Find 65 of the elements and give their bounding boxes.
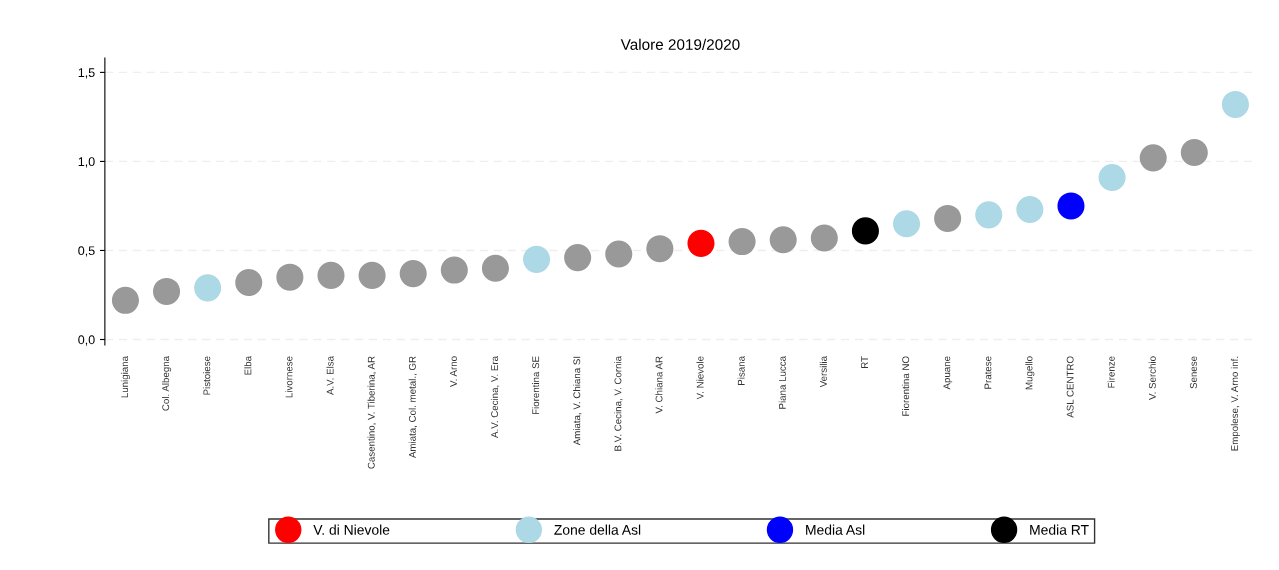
point — [934, 204, 962, 232]
point — [399, 260, 427, 288]
point — [194, 274, 222, 302]
point — [810, 224, 838, 252]
x-tick-label: Firenze — [1107, 356, 1115, 388]
point — [111, 286, 139, 314]
x-tick-label: B.V. Cecina, V. Cornia — [614, 355, 623, 451]
point — [564, 244, 592, 272]
x-tick-label: Pratese — [984, 356, 992, 389]
x-tick-label: Livornese — [285, 356, 293, 398]
x-tick-label: Fiorentina NO — [902, 356, 910, 416]
x-tick-label: V. Serchio — [1148, 356, 1156, 400]
legend-label: Media RT — [1030, 524, 1089, 535]
point — [358, 261, 386, 289]
y-tick-label: 1,0 — [78, 157, 95, 168]
point — [276, 263, 304, 291]
point — [481, 254, 509, 282]
x-tick-label: Piana Lucca — [778, 355, 786, 409]
point — [646, 235, 674, 263]
x-tick-label: Pistoiese — [203, 356, 211, 395]
x-tick-label: Amiata, V. Chiana SI — [573, 356, 582, 446]
point — [893, 210, 921, 238]
x-tick-label: Empolese, V. Arno inf. — [1230, 356, 1240, 451]
x-tick-label: V. Nievole — [696, 356, 704, 400]
x-tick-label: Mugello — [1025, 356, 1035, 390]
legend-label: Media Asl — [806, 524, 865, 535]
x-tick-label: Amiata, Col. metal., GR — [408, 356, 417, 459]
point — [1098, 163, 1126, 191]
point — [235, 268, 263, 297]
x-tick-label: Pisana — [737, 355, 745, 385]
x-tick-label: RT — [861, 356, 868, 368]
point — [687, 229, 715, 257]
point — [728, 228, 756, 256]
x-tick-label: ASL CENTRO — [1066, 356, 1074, 418]
point — [1016, 195, 1044, 224]
x-tick-label: Apuane — [943, 356, 953, 390]
x-tick-label: Fiorentina SE — [532, 356, 540, 415]
x-tick-label: Col. Albegna — [162, 355, 172, 411]
y-tick-label: 0,5 — [78, 246, 95, 257]
point — [317, 261, 345, 289]
point — [769, 226, 797, 254]
legend-label: Zone della Asl — [554, 524, 641, 535]
x-tick-label: Casentino, V. Tiberina, AR — [367, 356, 376, 469]
legend-label: V. di Nievole — [313, 524, 390, 535]
point — [1180, 138, 1208, 167]
x-tick-label: Senese — [1190, 356, 1197, 389]
x-tick-label: A.V. Cecina, V. Era — [490, 355, 500, 438]
point — [523, 245, 551, 273]
point — [440, 256, 468, 284]
y-tick-label: 0,0 — [78, 335, 95, 346]
x-tick-label: V. Chiana AR — [655, 356, 663, 414]
chart-title: Valore 2019/2020 — [620, 38, 740, 50]
point — [153, 277, 181, 305]
x-tick-label: V. Arno — [450, 356, 457, 387]
x-tick-label: A.V. Elsa — [326, 355, 334, 396]
point — [605, 240, 633, 268]
point — [851, 217, 879, 245]
point — [1139, 144, 1167, 172]
point — [1221, 90, 1249, 118]
x-tick-label: Elba — [244, 355, 252, 375]
y-tick-label: 1,5 — [78, 68, 95, 79]
x-tick-label: Lunigiana — [120, 355, 130, 398]
x-tick-label: Versilia — [819, 355, 827, 388]
point — [975, 201, 1003, 229]
point — [1057, 192, 1085, 220]
